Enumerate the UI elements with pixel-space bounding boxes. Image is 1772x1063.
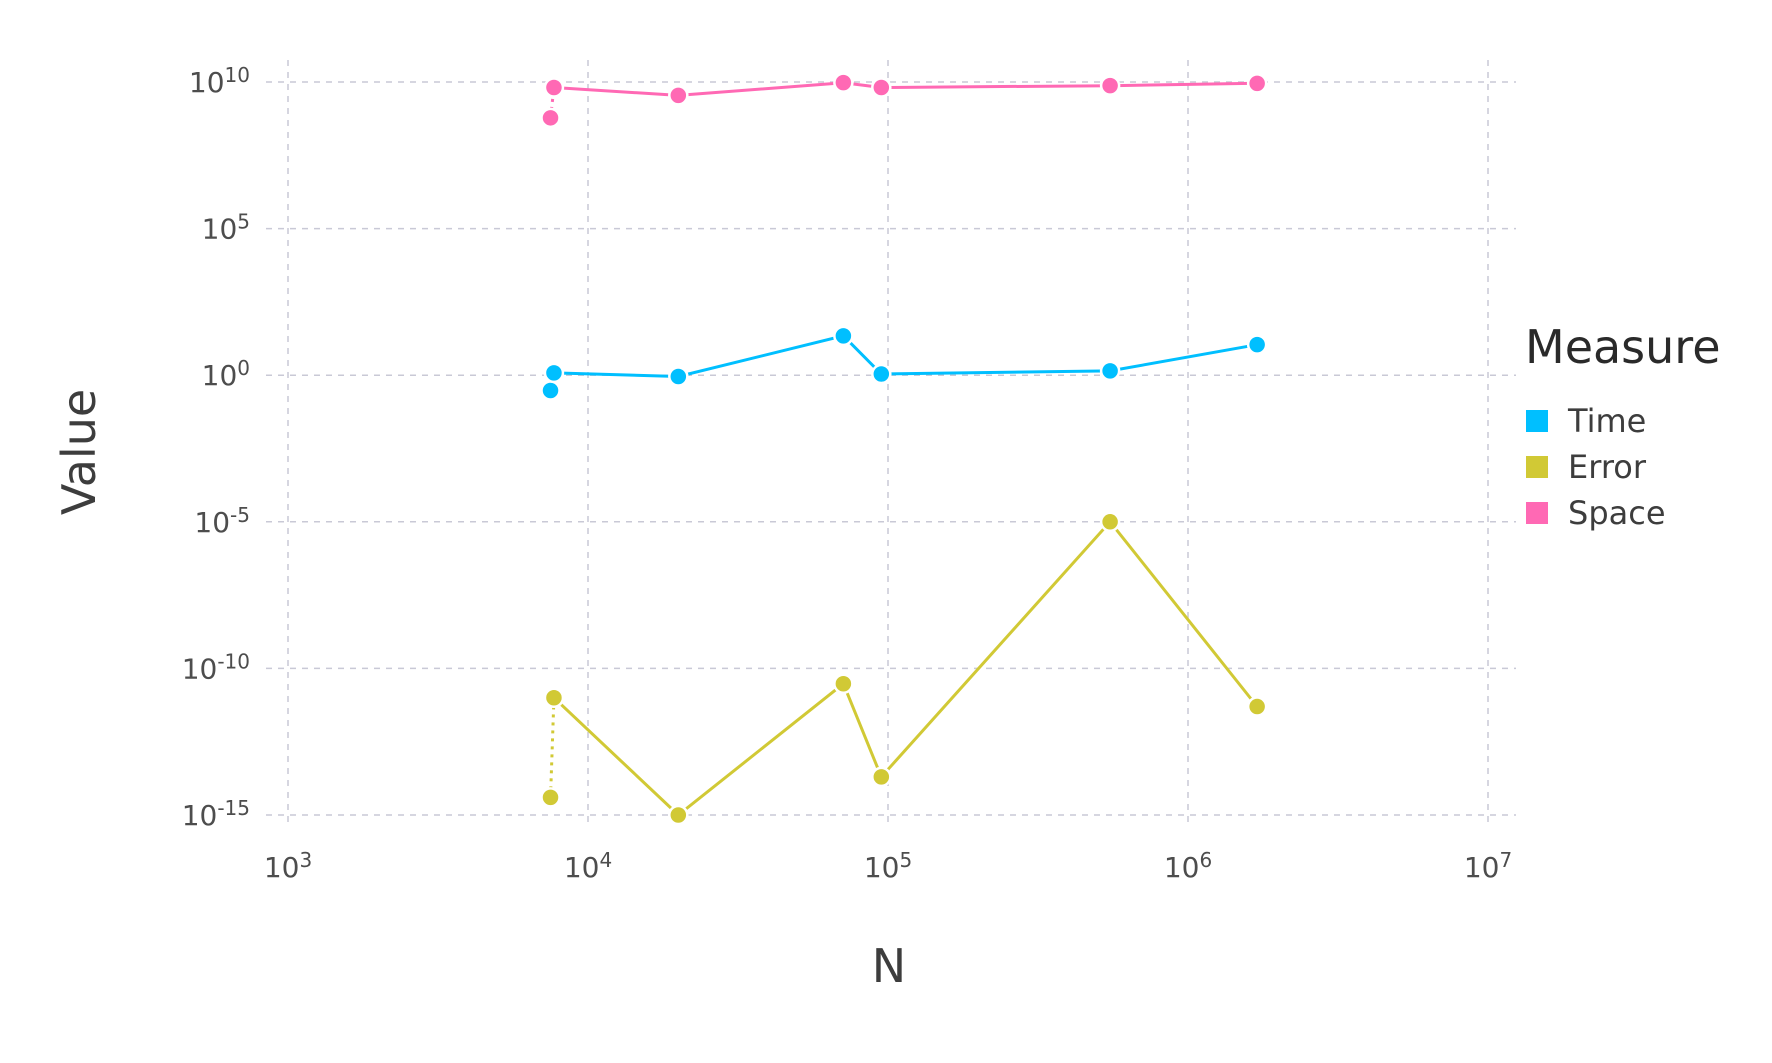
x-tick-label: 104	[564, 848, 612, 884]
x-tick-label: 106	[1164, 848, 1212, 884]
data-point	[543, 687, 565, 708]
data-point	[543, 362, 565, 384]
legend-label: Space	[1568, 494, 1666, 532]
x-tick-label: 107	[1464, 848, 1512, 884]
legend-label: Error	[1568, 448, 1647, 486]
y-axis-ticks: 1010 105 100 10-5 10-10 10-15	[182, 63, 250, 832]
legend: Measure Time Error Space	[1525, 320, 1721, 532]
legend-swatch	[1526, 456, 1548, 478]
data-point	[833, 673, 854, 694]
data-point	[1246, 334, 1268, 355]
legend-swatch	[1526, 502, 1548, 524]
y-tick-label: 100	[202, 356, 250, 392]
data-point	[668, 85, 689, 106]
data-point	[1246, 696, 1268, 717]
data-point	[871, 77, 892, 98]
grid	[266, 60, 1516, 827]
x-axis-title: N	[872, 939, 906, 993]
series-line	[553, 81, 1258, 97]
series-line	[552, 519, 1259, 817]
data-point	[1246, 73, 1268, 94]
data-point	[668, 804, 689, 826]
data-point	[543, 77, 565, 98]
data-point	[1099, 360, 1121, 382]
y-tick-label: 10-10	[182, 649, 250, 685]
x-axis-ticks: 103 104 105 106 107	[264, 848, 1512, 884]
data-point	[668, 366, 689, 387]
data-point	[833, 72, 854, 93]
data-point	[871, 766, 892, 788]
y-tick-label: 10-5	[194, 503, 250, 539]
data-point	[833, 325, 854, 347]
y-axis-title: Value	[52, 389, 106, 515]
y-tick-label: 1010	[189, 63, 250, 99]
data-point	[1099, 511, 1121, 533]
legend-label: Time	[1567, 402, 1646, 440]
x-tick-label: 105	[864, 848, 912, 884]
y-tick-label: 10-15	[182, 796, 250, 832]
series-line	[553, 334, 1258, 379]
series	[540, 72, 1268, 826]
data-point	[540, 787, 561, 808]
series-space	[540, 72, 1268, 129]
legend-swatch	[1526, 410, 1548, 432]
legend-title: Measure	[1525, 320, 1721, 374]
data-point	[871, 363, 892, 385]
data-point	[540, 107, 561, 129]
y-tick-label: 105	[202, 210, 250, 246]
x-tick-label: 103	[264, 848, 312, 884]
data-point	[1099, 75, 1121, 96]
series-line-segment	[549, 697, 556, 798]
series-error	[540, 511, 1268, 826]
series-time	[540, 325, 1268, 401]
data-point	[540, 380, 561, 401]
